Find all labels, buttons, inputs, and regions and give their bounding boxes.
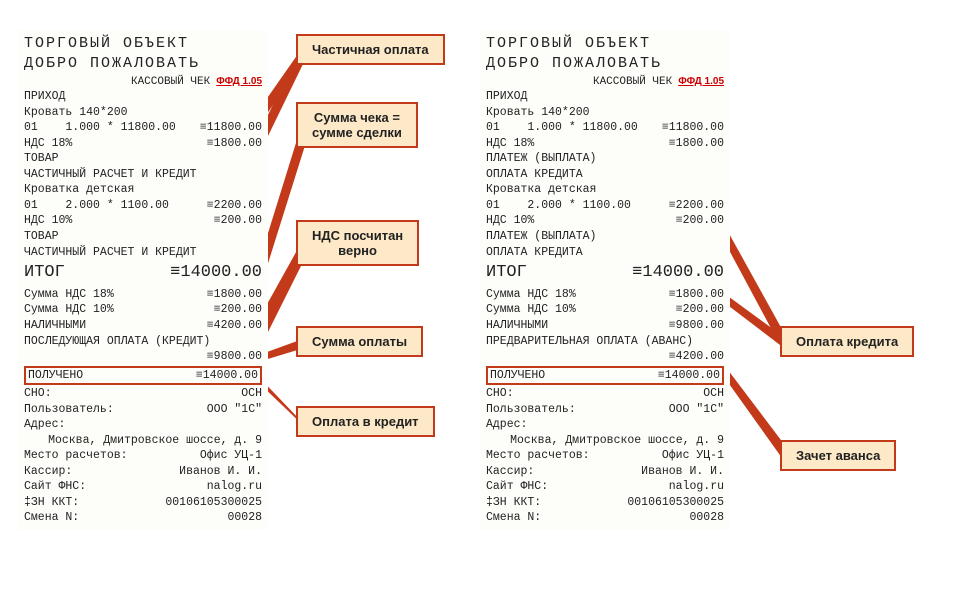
credit-label: ПОСЛЕДУЮЩАЯ ОПЛАТА (КРЕДИТ) [24,334,262,350]
receipt-title: ТОРГОВЫЙ ОБЪЕКТ [24,34,262,54]
prikhod: ПРИХОД [24,89,262,105]
addr-value: Москва, Дмитровское шоссе, д. 9 [486,433,724,449]
item1-name: Кровать 140*200 [486,105,724,121]
item2-name: Кроватка детская [486,182,724,198]
receipt-title: ТОРГОВЫЙ ОБЪЕКТ [486,34,724,54]
cashier-row: Кассир:Иванов И. И. [24,464,262,480]
credit-value: ≡9800.00 [24,349,262,365]
callout-credit-payment: Оплата в кредит [296,406,435,437]
receipt-type: КАССОВЫЙ ЧЕК ФФД 1.05 [24,75,262,90]
item2-paytype: ЧАСТИЧНЫЙ РАСЧЕТ И КРЕДИТ [24,245,262,261]
place-row: Место расчетов:Офис УЦ-1 [486,448,724,464]
item2-qty: 01 2.000 * 1100.00≡2200.00 [486,198,724,214]
item1-nds: НДС 18%≡1800.00 [24,136,262,152]
item2-qty: 01 2.000 * 1100.00≡2200.00 [24,198,262,214]
callout-check-sum: Сумма чека = сумме сделки [296,102,418,148]
item1-type: ТОВАР [24,151,262,167]
cash-label: КАССОВЫЙ ЧЕК [131,75,210,90]
nds18-row: Сумма НДС 18%≡1800.00 [486,287,724,303]
received-highlight: ПОЛУЧЕНО≡14000.00 [24,366,262,386]
sno-row: СНО:ОСН [486,386,724,402]
item2-nds: НДС 10%≡200.00 [24,213,262,229]
user-row: Пользователь:ООО "1С" [486,402,724,418]
cash-row: НАЛИЧНЫМИ≡4200.00 [24,318,262,334]
zn-row: ‡ЗН ККТ:00106105300025 [24,495,262,511]
callout-advance-offset: Зачет аванса [780,440,896,471]
item1-type: ПЛАТЕЖ (ВЫПЛАТА) [486,151,724,167]
item1-qty: 01 1.000 * 11800.00≡11800.00 [486,120,724,136]
smena-row: Смена N:00028 [486,510,724,526]
receipt-welcome: ДОБРО ПОЖАЛОВАТЬ [486,54,724,74]
receipt-left: ТОРГОВЫЙ ОБЪЕКТ ДОБРО ПОЖАЛОВАТЬ КАССОВЫ… [18,30,268,530]
total-row: ИТОГ≡14000.00 [24,262,262,285]
callout-credit-repayment: Оплата кредита [780,326,914,357]
place-row: Место расчетов:Офис УЦ-1 [24,448,262,464]
addr-label: Адрес: [24,417,262,433]
item1-name: Кровать 140*200 [24,105,262,121]
callout-payment-sum: Сумма оплаты [296,326,423,357]
item2-type: ПЛАТЕЖ (ВЫПЛАТА) [486,229,724,245]
item1-nds: НДС 18%≡1800.00 [486,136,724,152]
user-row: Пользователь:ООО "1С" [24,402,262,418]
ffd-badge: ФФД 1.05 [216,75,262,89]
item2-nds: НДС 10%≡200.00 [486,213,724,229]
receipt-right: ТОРГОВЫЙ ОБЪЕКТ ДОБРО ПОЖАЛОВАТЬ КАССОВЫ… [480,30,730,530]
cashier-row: Кассир:Иванов И. И. [486,464,724,480]
nds18-row: Сумма НДС 18%≡1800.00 [24,287,262,303]
item2-paytype: ОПЛАТА КРЕДИТА [486,245,724,261]
total-row: ИТОГ≡14000.00 [486,262,724,285]
smena-row: Смена N:00028 [24,510,262,526]
site-row: Сайт ФНС:nalog.ru [486,479,724,495]
item1-paytype: ЧАСТИЧНЫЙ РАСЧЕТ И КРЕДИТ [24,167,262,183]
item2-name: Кроватка детская [24,182,262,198]
received-highlight: ПОЛУЧЕНО≡14000.00 [486,366,724,386]
item1-paytype: ОПЛАТА КРЕДИТА [486,167,724,183]
avans-label: ПРЕДВАРИТЕЛЬНАЯ ОПЛАТА (АВАНС) [486,334,724,350]
zn-row: ‡ЗН ККТ:00106105300025 [486,495,724,511]
cash-row: НАЛИЧНЫМИ≡9800.00 [486,318,724,334]
avans-value: ≡4200.00 [486,349,724,365]
ffd-badge: ФФД 1.05 [678,75,724,89]
sno-row: СНО:ОСН [24,386,262,402]
receipt-type: КАССОВЫЙ ЧЕК ФФД 1.05 [486,75,724,90]
receipt-welcome: ДОБРО ПОЖАЛОВАТЬ [24,54,262,74]
item1-qty: 01 1.000 * 11800.00≡11800.00 [24,120,262,136]
nds10-row: Сумма НДС 10%≡200.00 [486,302,724,318]
callout-partial-payment: Частичная оплата [296,34,445,65]
addr-value: Москва, Дмитровское шоссе, д. 9 [24,433,262,449]
addr-label: Адрес: [486,417,724,433]
nds10-row: Сумма НДС 10%≡200.00 [24,302,262,318]
prikhod: ПРИХОД [486,89,724,105]
cash-label: КАССОВЫЙ ЧЕК [593,75,672,90]
item2-type: ТОВАР [24,229,262,245]
site-row: Сайт ФНС:nalog.ru [24,479,262,495]
callout-nds-correct: НДС посчитан верно [296,220,419,266]
